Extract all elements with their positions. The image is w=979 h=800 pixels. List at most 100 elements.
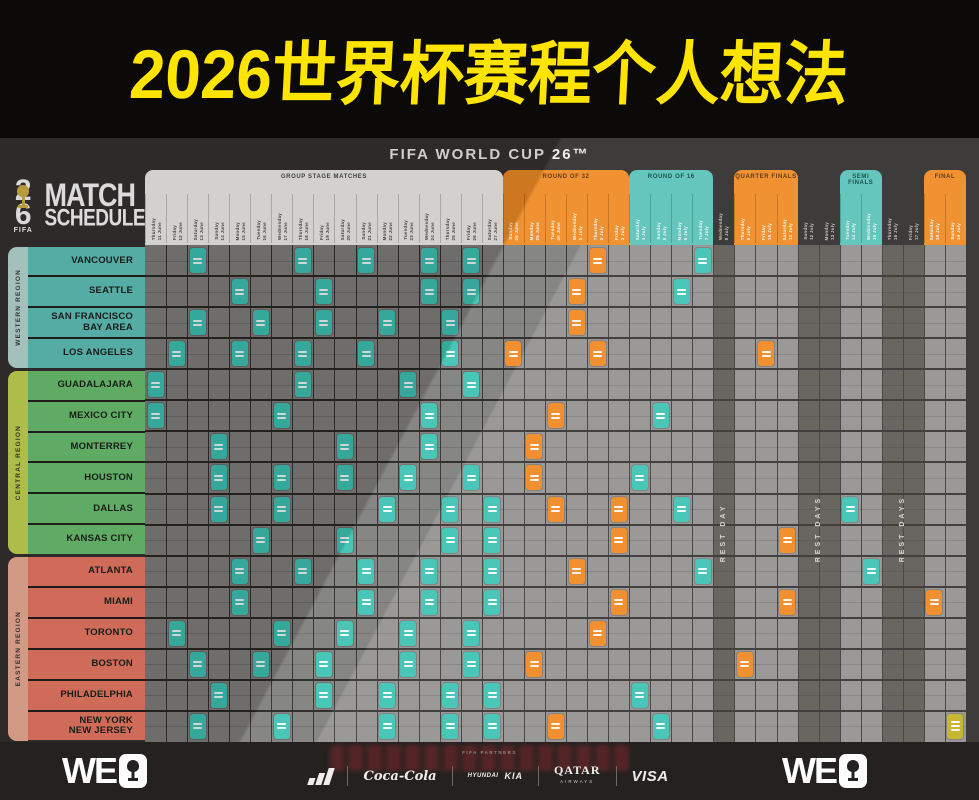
region-block-central: CENTRAL REGION GUADALAJARA MEXICO CITY MONT… (8, 370, 145, 555)
we26-logo-right: WE (782, 750, 867, 791)
date-cell: Tuesday 14 July (839, 194, 861, 243)
match-text-line (445, 506, 455, 509)
stage-label: ROUND OF 32 (542, 174, 590, 180)
we-logo-text: WE (62, 750, 118, 791)
match-text-line (319, 696, 329, 699)
match-cell (273, 496, 290, 522)
match-text-line (445, 692, 455, 695)
date-cell: Friday 26 June (460, 194, 482, 243)
rest-days-label: REST DAY (719, 503, 727, 562)
match-text-line (487, 506, 497, 509)
match-cell (442, 527, 459, 553)
match-text-line (445, 727, 455, 730)
match-cell (231, 341, 248, 367)
grid-row-line (145, 399, 966, 402)
date-label: Sunday (508, 222, 514, 240)
date-cell: Friday 17 July (903, 194, 924, 243)
match-cell (231, 558, 248, 584)
stage-header-round-of-32: ROUND OF 32 (502, 170, 630, 245)
sponsor-divider (347, 766, 349, 786)
adidas-logo-icon (307, 767, 336, 785)
date-label: Monday (823, 221, 829, 240)
match-cell (758, 341, 774, 367)
date-cell: Tuesday 30 June (544, 194, 566, 243)
match-text-line (445, 510, 455, 513)
date-cell: Saturday 18 July (923, 194, 945, 243)
match-text-line (403, 474, 413, 477)
fifa-partners-label: FIFA PARTNERS (462, 750, 517, 755)
grid-row-line (145, 275, 966, 278)
match-text-line (151, 385, 161, 388)
date-cell: Tuesday 23 June (397, 194, 419, 243)
date-cell: Thursday 25 June (439, 194, 461, 243)
match-text-line (277, 474, 287, 477)
match-text-line (487, 723, 497, 726)
match-text-line (277, 723, 287, 726)
date-cell: Wednesday 1 July (566, 194, 587, 243)
match-cell (484, 682, 501, 708)
match-text-line (466, 385, 476, 388)
date-cell: Thursday 18 June (292, 194, 313, 243)
match-text-line (277, 727, 287, 730)
date-cell: Sunday 5 July (650, 194, 671, 243)
match-text-line (361, 350, 371, 353)
match-text-line (214, 478, 224, 481)
date-cell: Thursday 16 July (882, 194, 903, 243)
date-label: 27 June (493, 221, 499, 240)
match-cell (926, 589, 943, 615)
match-text-line (466, 288, 476, 291)
match-text-line (466, 661, 476, 664)
city-label: TORONTO (84, 627, 133, 639)
match-cell (610, 496, 627, 522)
match-cell (231, 279, 248, 305)
date-label: 11 July (788, 223, 794, 240)
match-text-line (635, 478, 645, 481)
match-text-line (256, 665, 266, 668)
match-text-line (298, 350, 308, 353)
match-text-line (529, 661, 539, 664)
match-cell (463, 465, 480, 491)
city-label: MEXICO CITY (69, 409, 133, 421)
match-text-line (298, 568, 308, 571)
date-label: Thursday (297, 217, 303, 240)
we-logo-text: WE (782, 750, 838, 791)
date-label: 22 June (388, 221, 394, 240)
match-text-line (677, 506, 687, 509)
city-row-mexico-city: MEXICO CITY (28, 399, 145, 431)
match-cell (252, 527, 269, 553)
match-text-line (487, 599, 497, 602)
date-label: Saturday (339, 218, 345, 240)
match-text-line (445, 323, 455, 326)
city-row-boston: BOSTON (28, 647, 145, 679)
match-text-line (677, 288, 687, 291)
match-text-line (445, 723, 455, 726)
match-text-line (424, 572, 434, 575)
match-text-line (424, 288, 434, 291)
match-text-line (151, 381, 161, 384)
match-text-line (466, 474, 476, 477)
city-label: BOSTON (91, 657, 133, 669)
match-text-line (656, 727, 666, 730)
match-text-line (151, 416, 161, 419)
date-cell: Sunday 14 June (208, 194, 229, 243)
match-text-line (698, 572, 708, 575)
sponsor-divider (615, 766, 617, 786)
match-text-line (319, 323, 329, 326)
badge-fifa-caption: FIFA (13, 226, 33, 234)
region-sidebar: WESTERN REGION (8, 246, 28, 368)
match-cell (673, 279, 690, 305)
city-row-kansas-city: KANSAS CITY (28, 523, 145, 555)
top-banner: 2026世界杯赛程个人想法 (0, 0, 979, 138)
date-label: 26 June (472, 221, 478, 240)
date-label: Saturday (634, 218, 640, 240)
match-cell (421, 279, 438, 305)
match-text-line (551, 723, 560, 726)
match-text-line (214, 506, 224, 509)
match-text-line (382, 506, 392, 509)
date-label: Friday (318, 225, 324, 240)
match-text-line (214, 447, 224, 450)
match-text-line (698, 261, 708, 264)
match-cell (315, 310, 332, 336)
date-cell: Saturday 20 June (334, 194, 355, 243)
match-text-line (298, 572, 308, 575)
